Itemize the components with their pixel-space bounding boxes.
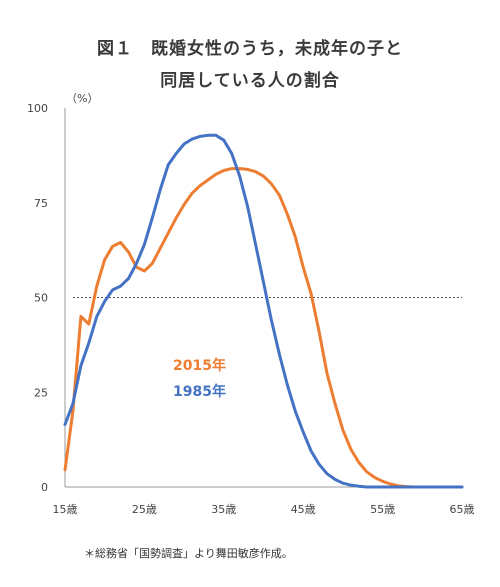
y-tick-label: 0 xyxy=(41,481,48,494)
x-tick-label: 35歳 xyxy=(211,503,236,516)
x-tick-label: 45歳 xyxy=(291,503,316,516)
axes xyxy=(64,108,462,488)
y-tick-label: 50 xyxy=(34,292,48,305)
chart-title-line2: 同居している人の割合 xyxy=(160,71,340,91)
legend-1985: 1985年 xyxy=(173,383,226,400)
x-tick-label: 15歳 xyxy=(53,503,78,516)
legend-2015: 2015年 xyxy=(173,357,226,374)
y-tick-label: 25 xyxy=(34,386,48,399)
x-tick-label: 65歳 xyxy=(450,503,475,516)
y-tick-label: 75 xyxy=(34,197,48,210)
y-axis-unit: （%） xyxy=(66,92,98,105)
x-tick-label: 25歳 xyxy=(132,503,157,516)
source-note: ＊総務省「国勢調査」より舞田敏彦作成。 xyxy=(84,547,293,560)
series-lines xyxy=(63,133,464,489)
x-tick-label: 55歳 xyxy=(370,503,395,516)
y-tick-label: 100 xyxy=(27,102,48,115)
series-line-1985 xyxy=(63,133,464,489)
tick-labels: 0 25 50 75 100 15歳 25歳 35歳 45歳 55歳 65歳 xyxy=(27,102,475,516)
chart-title-line1: 図１ 既婚女性のうち，未成年の子と xyxy=(97,39,403,59)
series-line-2015 xyxy=(63,167,464,489)
